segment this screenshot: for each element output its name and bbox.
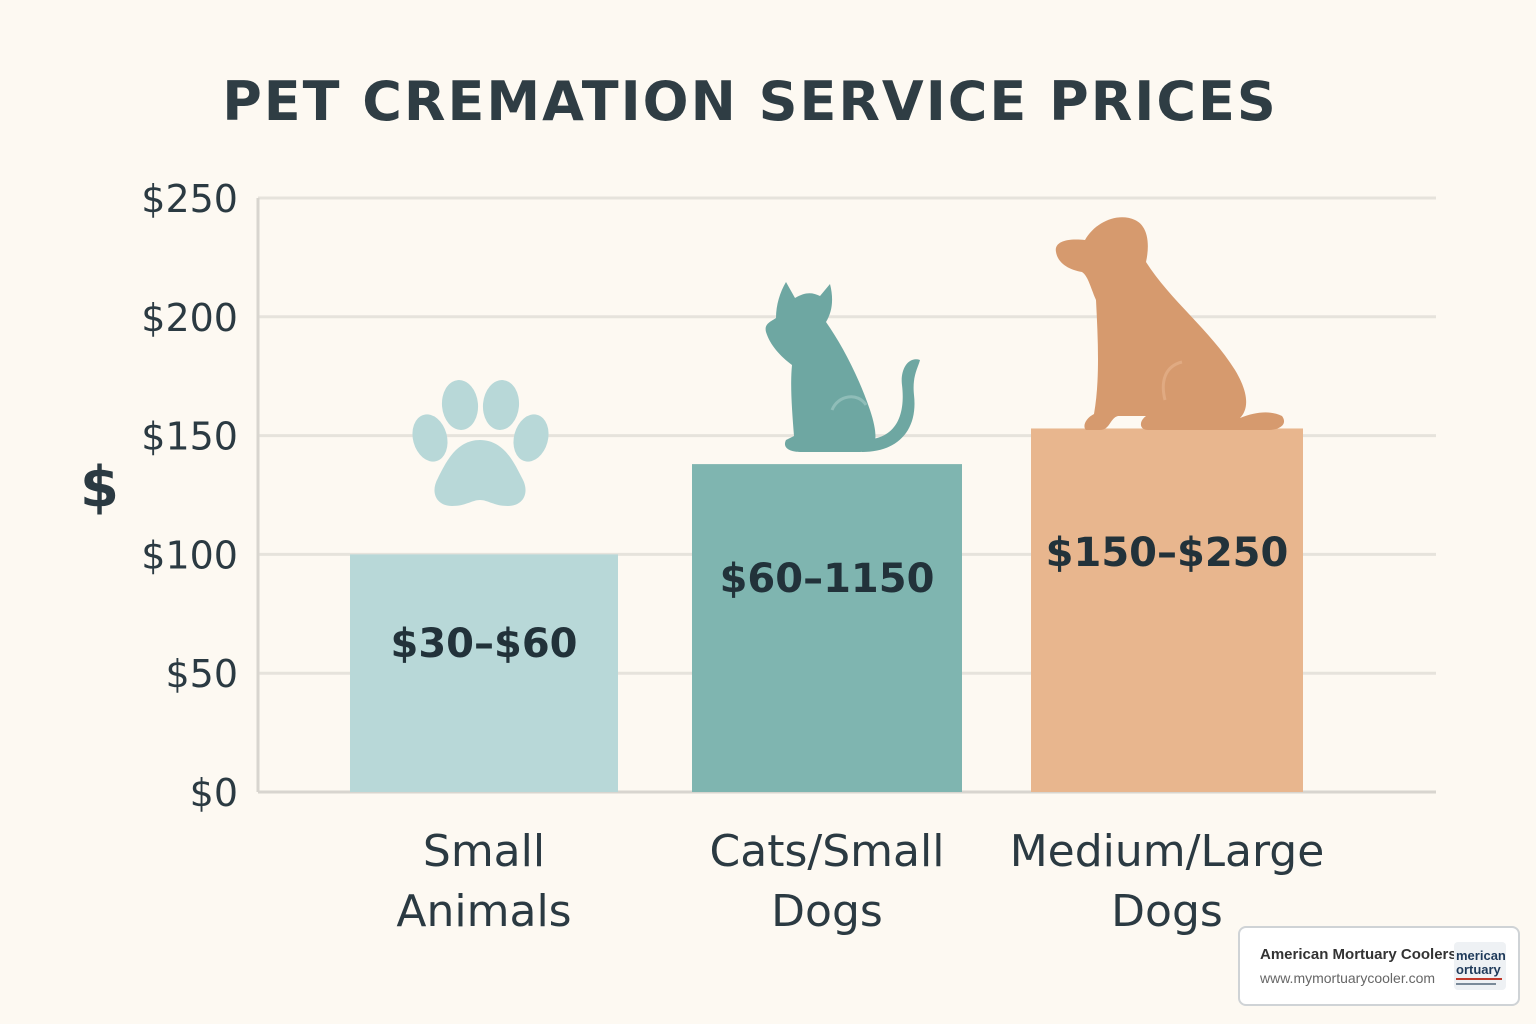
y-axis-label: $ bbox=[80, 455, 119, 520]
y-tick-label: $50 bbox=[165, 652, 238, 696]
watermark-name: American Mortuary Coolers bbox=[1260, 946, 1457, 963]
svg-text:ortuary: ortuary bbox=[1456, 962, 1502, 977]
paw-icon bbox=[412, 380, 549, 506]
x-tick-label: Medium/Large Dogs bbox=[1009, 826, 1325, 937]
x-tick-label: Cats/Small Dogs bbox=[709, 826, 945, 937]
y-tick-label: $250 bbox=[141, 177, 238, 221]
bar-data-label: $60–1150 bbox=[719, 555, 935, 602]
y-tick-label: $150 bbox=[141, 415, 238, 459]
svg-text:merican: merican bbox=[1456, 948, 1506, 963]
company-logo: merican ortuary bbox=[1454, 942, 1506, 990]
dog-icon bbox=[1055, 217, 1285, 430]
y-tick-label: $200 bbox=[141, 296, 238, 340]
bar-data-label: $30–$60 bbox=[390, 620, 578, 667]
bar bbox=[1031, 428, 1303, 792]
watermark-badge: American Mortuary Coolers www.mymortuary… bbox=[1238, 926, 1520, 1006]
bar-data-label: $150–$250 bbox=[1045, 530, 1289, 577]
cat-icon bbox=[765, 282, 920, 452]
y-tick-label: $0 bbox=[190, 771, 238, 815]
bar bbox=[350, 554, 618, 792]
y-tick-label: $100 bbox=[141, 533, 238, 577]
watermark-url: www.mymortuarycooler.com bbox=[1260, 970, 1436, 986]
chart-title: PET CREMATION SERVICE PRICES bbox=[222, 70, 1278, 133]
x-tick-label: Small Animals bbox=[396, 826, 572, 937]
bar bbox=[692, 464, 962, 792]
